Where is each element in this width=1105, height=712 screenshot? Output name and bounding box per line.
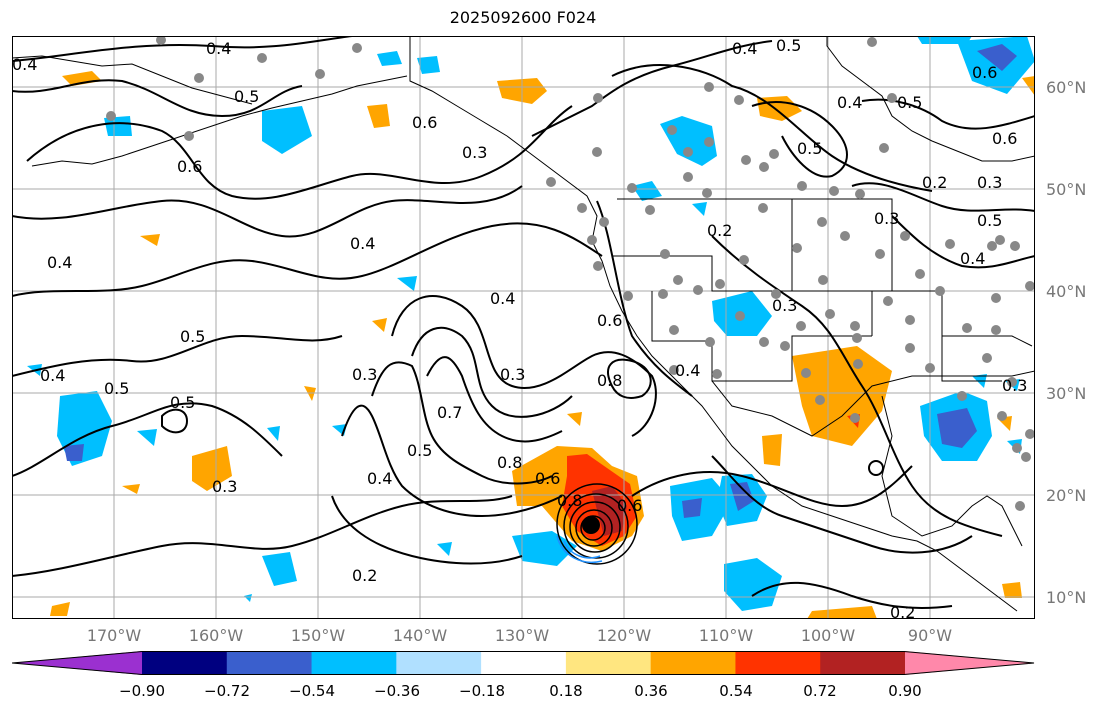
contour-label: 0.6 — [177, 157, 202, 176]
lat-label: 50°N — [1046, 180, 1087, 199]
lon-label: 100°W — [800, 626, 856, 645]
lat-label: 10°N — [1046, 588, 1087, 607]
negative-shading — [27, 36, 1035, 611]
colorbar-tick-label: −0.72 — [204, 682, 250, 700]
contour-label: 0.6 — [412, 113, 437, 132]
contour-label: 0.6 — [972, 63, 997, 82]
colorbar-swatch — [820, 651, 906, 675]
colorbar-tick-label: 0.90 — [888, 682, 922, 700]
contour-label: 0.5 — [797, 139, 822, 158]
map-frame — [12, 36, 1035, 619]
contour-label: 0.5 — [234, 87, 259, 106]
contour-label: 0.3 — [772, 296, 797, 315]
lat-label: 30°N — [1046, 384, 1087, 403]
contour-label: 0.5 — [897, 93, 922, 112]
lon-label: 130°W — [494, 626, 550, 645]
contour-label: 0.3 — [874, 209, 899, 228]
contour-label: 0.3 — [212, 477, 237, 496]
colorbar-tick-label: −0.90 — [119, 682, 165, 700]
contour-label: 0.4 — [960, 249, 985, 268]
contour-label: 0.2 — [922, 173, 947, 192]
contour-label: 0.5 — [170, 393, 195, 412]
map-canvas[interactable]: 0.4 0.4 0.5 0.6 0.4 0.5 0.4 0.4 0.3 0.3 … — [12, 36, 1035, 619]
lon-label: 160°W — [188, 626, 244, 645]
lon-label: 120°W — [596, 626, 652, 645]
contour-label: 0.5 — [104, 379, 129, 398]
contour-label: 0.4 — [350, 234, 375, 253]
lon-label: 170°W — [86, 626, 142, 645]
contour-label: 0.7 — [437, 403, 462, 422]
colorbar-swatch — [481, 651, 567, 675]
contour-label: 0.4 — [732, 39, 757, 58]
colorbar-tick-label: −0.36 — [374, 682, 420, 700]
colorbar-swatch — [311, 651, 397, 675]
contour-label: 0.3 — [1002, 376, 1027, 395]
map-title: 2025092600 F024 — [449, 8, 597, 27]
coastlines — [12, 36, 1035, 612]
positive-shading — [50, 71, 1035, 619]
contour-label: 0.5 — [977, 211, 1002, 230]
colorbar-swatch — [565, 651, 652, 675]
contour-label: 0.3 — [352, 365, 377, 384]
colorbar-tick-label: 0.36 — [634, 682, 668, 700]
contour-label: 0.3 — [500, 365, 525, 384]
contour-label: 0.6 — [992, 129, 1017, 148]
contour-label: 0.4 — [12, 55, 37, 74]
colorbar-tick-label: 0.18 — [549, 682, 583, 700]
colorbar — [12, 651, 1035, 675]
contour-label: 0.5 — [776, 36, 801, 55]
contour-label: 0.6 — [535, 469, 560, 488]
contour-label: 0.5 — [407, 441, 432, 460]
colorbar-tick-label: −0.54 — [289, 682, 335, 700]
contour-label: 0.2 — [890, 603, 915, 619]
lat-label: 60°N — [1046, 78, 1087, 97]
colorbar-swatch — [650, 651, 736, 675]
colorbar-outline — [12, 651, 1035, 675]
lat-label: 40°N — [1046, 282, 1087, 301]
lon-label: 90°W — [907, 626, 953, 645]
contour-label: 0.6 — [597, 311, 622, 330]
contour-label: 0.8 — [497, 453, 522, 472]
colorbar-swatch — [905, 651, 1035, 675]
lon-label: 150°W — [290, 626, 346, 645]
lat-lon-grid — [12, 36, 1035, 619]
contour-label: 0.3 — [977, 173, 1002, 192]
lon-label: 110°W — [698, 626, 754, 645]
contour-label: 0.4 — [675, 361, 700, 380]
contour-label: 0.2 — [707, 221, 732, 240]
colorbar-swatch — [226, 651, 313, 675]
contour-label: 0.4 — [367, 469, 392, 488]
colorbar-swatches — [12, 651, 1035, 675]
lat-label: 20°N — [1046, 486, 1087, 505]
contour-labels: 0.4 0.4 0.5 0.6 0.4 0.5 0.4 0.4 0.3 0.3 … — [12, 36, 1027, 619]
contour-label: 0.3 — [462, 143, 487, 162]
contour-label: 0.6 — [617, 496, 642, 515]
colorbar-tick-label: −0.18 — [459, 682, 505, 700]
colorbar-swatch — [142, 651, 228, 675]
contour-label: 0.8 — [597, 371, 622, 390]
contour-label: 0.5 — [180, 327, 205, 346]
contours — [12, 36, 1035, 609]
cyclone-center — [556, 483, 638, 565]
station-markers — [106, 36, 1035, 511]
contour-label: 0.4 — [206, 39, 231, 58]
contour-label: 0.4 — [40, 366, 65, 385]
colorbar-tick-label: 0.72 — [803, 682, 837, 700]
contour-label: 0.2 — [352, 566, 377, 585]
contour-label: 0.8 — [557, 491, 582, 510]
colorbar-tick-label: 0.54 — [719, 682, 753, 700]
colorbar-swatch — [12, 651, 142, 675]
colorbar-swatch — [396, 651, 482, 675]
lon-label: 140°W — [392, 626, 448, 645]
contour-label: 0.4 — [47, 253, 72, 272]
colorbar-swatch — [735, 651, 821, 675]
contour-label: 0.4 — [490, 289, 515, 308]
contour-label: 0.4 — [837, 93, 862, 112]
